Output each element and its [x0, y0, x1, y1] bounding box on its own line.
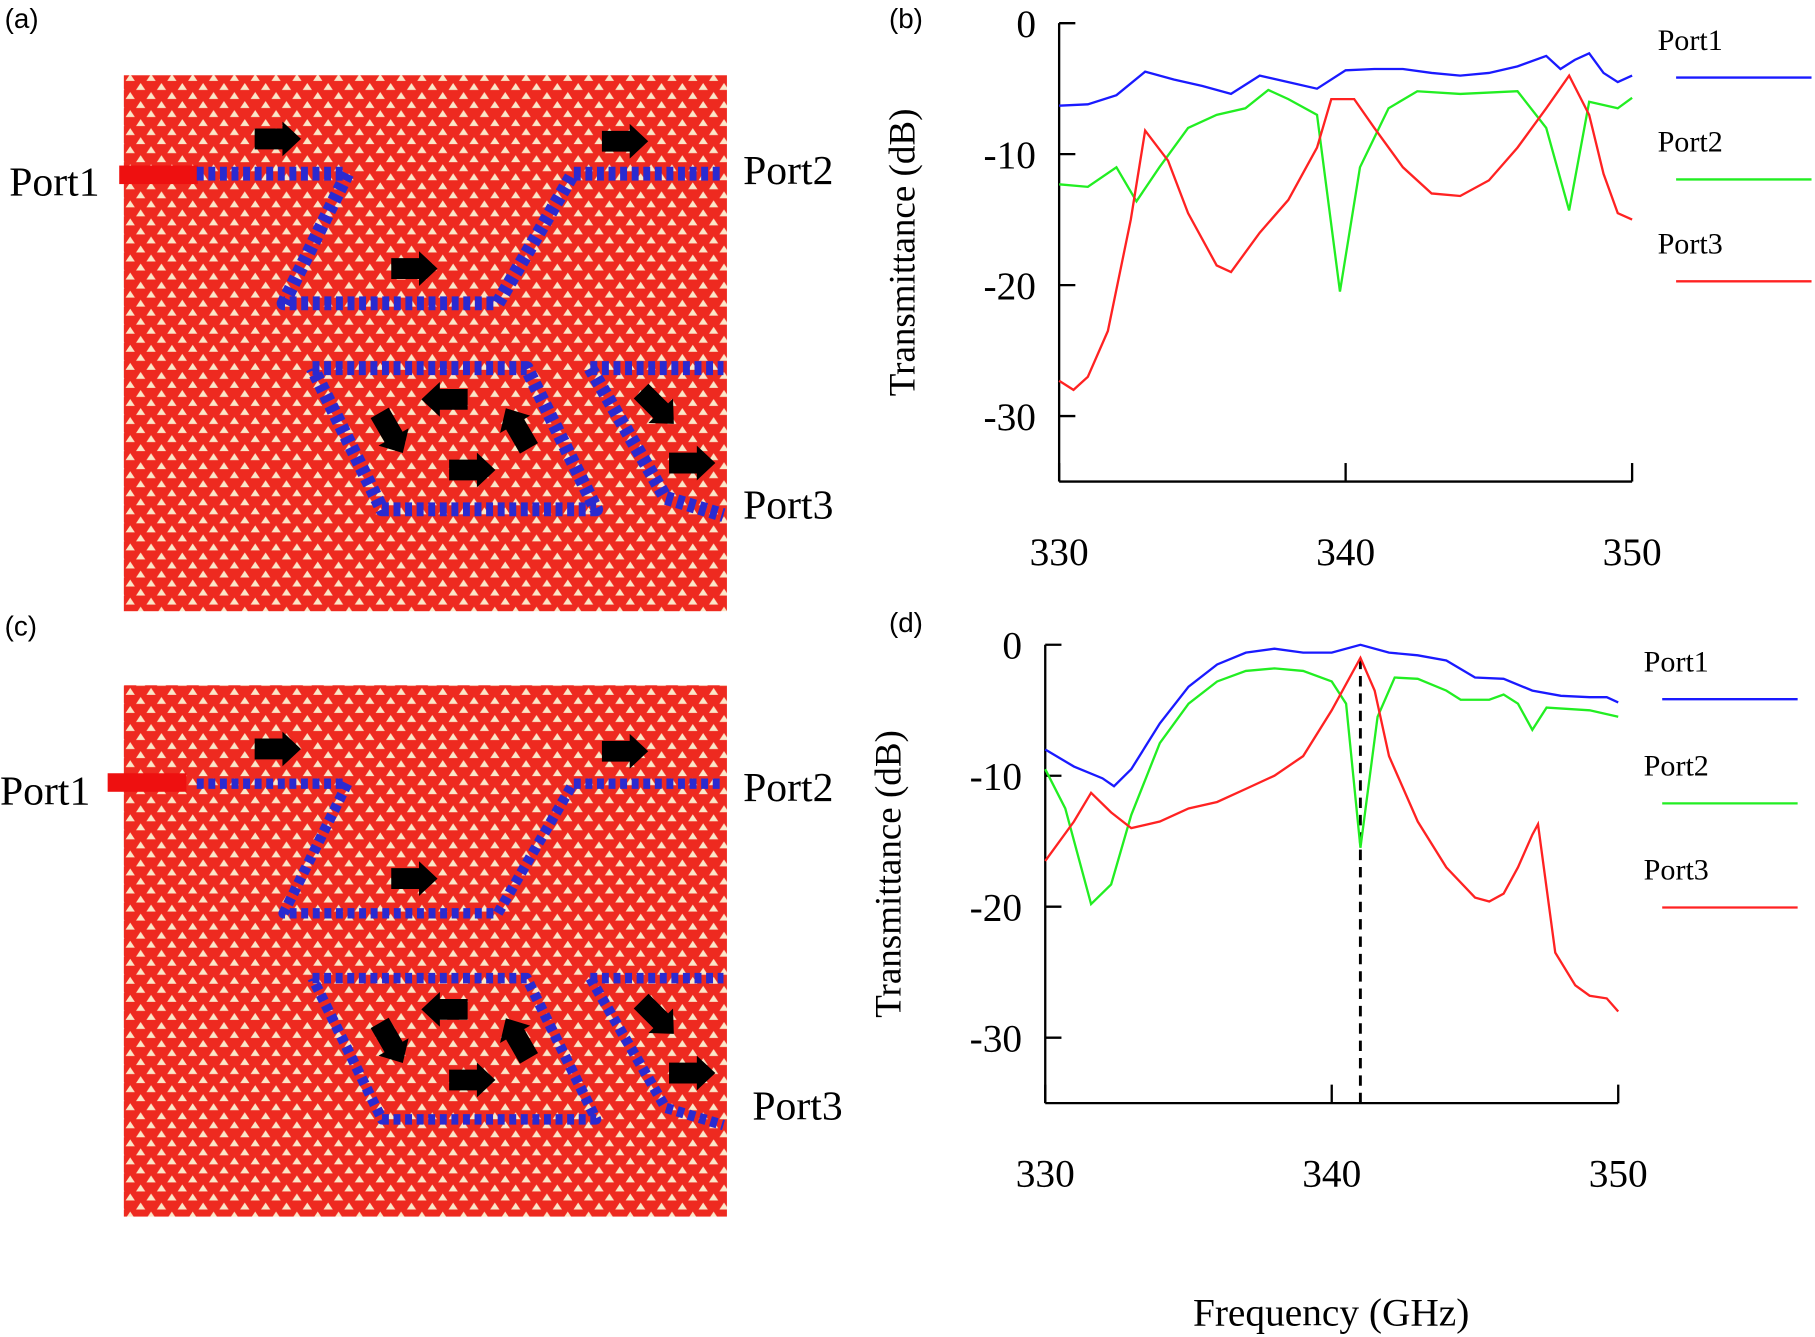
waveguide-path	[307, 972, 602, 1125]
panel-label: (b)	[889, 3, 923, 34]
series-line	[1044, 667, 1619, 907]
panel-label: (d)	[889, 607, 923, 638]
port-label: Port1	[0, 769, 90, 815]
y-tick-label: -10	[984, 133, 1036, 177]
y-tick-label: -20	[970, 886, 1022, 930]
y-tick-label: -20	[984, 264, 1036, 308]
x-tick-label: 350	[1589, 1151, 1648, 1195]
waveguide-path	[584, 364, 726, 522]
x-tick-label: 330	[1016, 1151, 1075, 1195]
port-label: Port2	[743, 765, 833, 811]
y-tick-label: -10	[970, 755, 1022, 799]
waveguide-path	[306, 361, 604, 517]
y-axis-label: Transmittance (dB)	[882, 109, 923, 397]
port-label: Port3	[752, 1083, 842, 1129]
series-line	[1044, 643, 1619, 788]
port-label: Port2	[743, 148, 833, 194]
x-tick-label: 330	[1030, 530, 1089, 574]
waveguide-path	[196, 166, 724, 311]
waveguide-diagram: (a) Port1 Port2 Port3	[5, 3, 833, 612]
y-tick-label: -30	[970, 1017, 1022, 1061]
port-label: Port1	[9, 160, 99, 206]
x-tick-label: 340	[1302, 1151, 1361, 1195]
series-line	[1059, 51, 1633, 107]
chart: (d) Transmittance (dB) 0 -10 -20 -30 330 340 350…	[869, 607, 1798, 1195]
legend-label: Port1	[1658, 23, 1723, 57]
port-feed	[119, 165, 198, 185]
diagrams: (a) Port1 Port2 Port3 (c) Port1 Port2 Port3	[0, 3, 843, 1217]
waveguide-diagram: (c) Port1 Port2 Port3	[0, 611, 843, 1217]
x-tick-label: 350	[1603, 530, 1662, 574]
waveguide-path	[585, 975, 725, 1131]
series-line	[1058, 73, 1633, 392]
photonic-lattice	[123, 75, 727, 612]
panel-label: (c)	[5, 611, 37, 642]
series-line	[1059, 88, 1633, 292]
y-tick-label: -30	[984, 395, 1036, 439]
y-tick-label: 0	[1002, 624, 1022, 668]
panel-label: (a)	[5, 3, 39, 34]
y-axis-label: Transmittance (dB)	[869, 730, 910, 1018]
legend-label: Port2	[1658, 125, 1723, 159]
legend-label: Port2	[1644, 749, 1709, 783]
series-line	[1044, 655, 1620, 1013]
x-tick-label: 340	[1316, 530, 1375, 574]
y-tick-label: 0	[1016, 2, 1036, 46]
chart: (b) Transmittance (dB) 0 -10 -20 -30 330 340 350…	[882, 2, 1812, 574]
legend-label: Port3	[1644, 853, 1709, 887]
x-axis-label: Frequency (GHz)	[1193, 1290, 1469, 1334]
legend-label: Port1	[1644, 644, 1709, 678]
legend-label: Port3	[1658, 227, 1723, 261]
port-feed	[107, 773, 187, 792]
photonic-lattice	[123, 685, 727, 1217]
waveguide-path	[196, 778, 724, 919]
port-label: Port3	[743, 483, 833, 529]
